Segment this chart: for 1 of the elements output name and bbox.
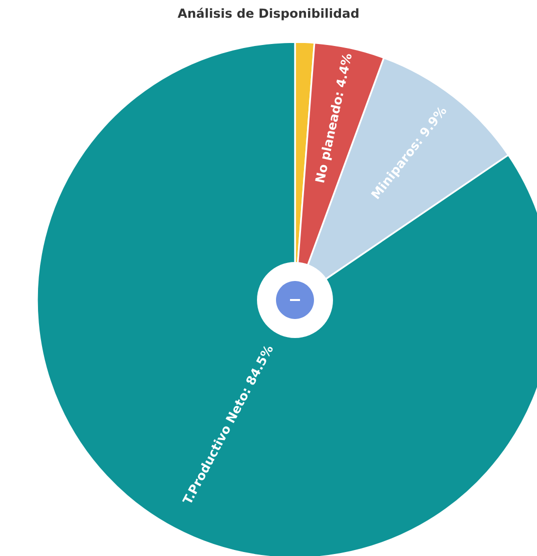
chart-title: Análisis de Disponibilidad [178, 8, 358, 20]
